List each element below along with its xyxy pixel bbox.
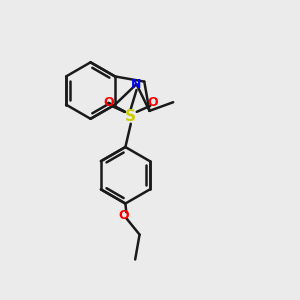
Text: S: S (125, 109, 136, 124)
Text: O: O (118, 209, 129, 222)
Text: N: N (131, 78, 142, 91)
Text: O: O (103, 96, 114, 110)
Text: O: O (148, 96, 158, 110)
